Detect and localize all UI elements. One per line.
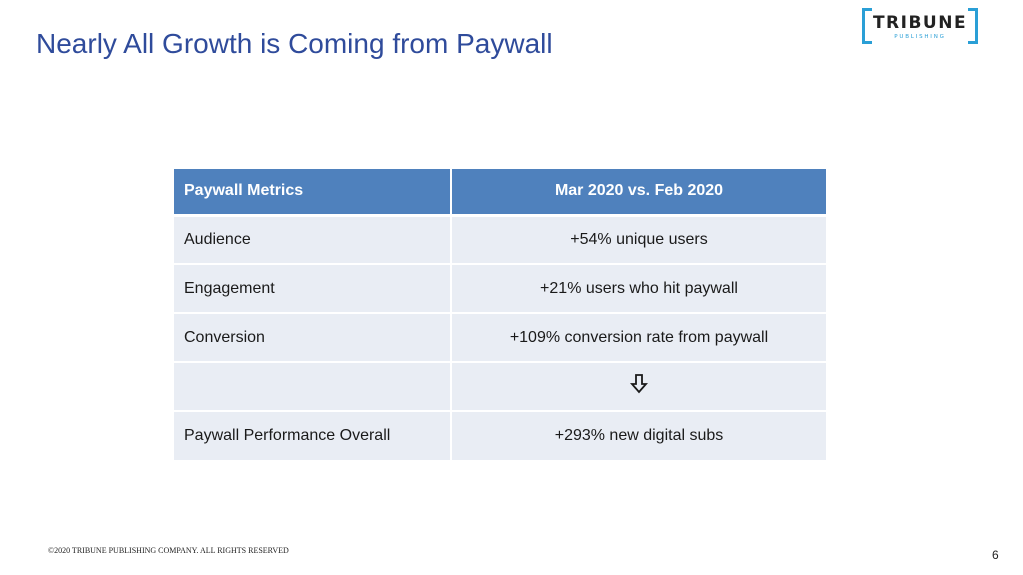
logo-bracket-left (862, 8, 872, 44)
paywall-metrics-table: Paywall Metrics Mar 2020 vs. Feb 2020 Au… (174, 169, 826, 460)
down-arrow-icon (630, 373, 648, 400)
tribune-publishing-logo: TRIBUNE PUBLISHING (862, 8, 978, 46)
logo-wordmark: TRIBUNE (872, 13, 968, 33)
header-paywall-metrics: Paywall Metrics (174, 169, 452, 217)
header-mar-vs-feb: Mar 2020 vs. Feb 2020 (451, 169, 826, 217)
arrow-cell (451, 362, 826, 412)
change-overall: +293% new digital subs (451, 411, 826, 460)
table-row: Audience +54% unique users (174, 215, 826, 265)
table-row (174, 362, 826, 412)
page-number: 6 (992, 548, 999, 562)
metric-audience: Audience (174, 215, 452, 265)
table-row: Paywall Performance Overall +293% new di… (174, 411, 826, 460)
empty-cell (174, 362, 452, 412)
table-row: Engagement +21% users who hit paywall (174, 264, 826, 314)
table-row: Conversion +109% conversion rate from pa… (174, 313, 826, 363)
table-header-row: Paywall Metrics Mar 2020 vs. Feb 2020 (174, 169, 826, 217)
copyright-footer: ©2020 TRIBUNE PUBLISHING COMPANY. ALL RI… (48, 546, 289, 555)
change-conversion: +109% conversion rate from paywall (451, 313, 826, 363)
change-engagement: +21% users who hit paywall (451, 264, 826, 314)
slide-title: Nearly All Growth is Coming from Paywall (36, 28, 553, 59)
metric-conversion: Conversion (174, 313, 452, 363)
logo-subtext: PUBLISHING (894, 34, 946, 40)
change-audience: +54% unique users (451, 215, 826, 265)
metric-overall: Paywall Performance Overall (174, 411, 452, 460)
logo-bracket-right (968, 8, 978, 44)
metric-engagement: Engagement (174, 264, 452, 314)
